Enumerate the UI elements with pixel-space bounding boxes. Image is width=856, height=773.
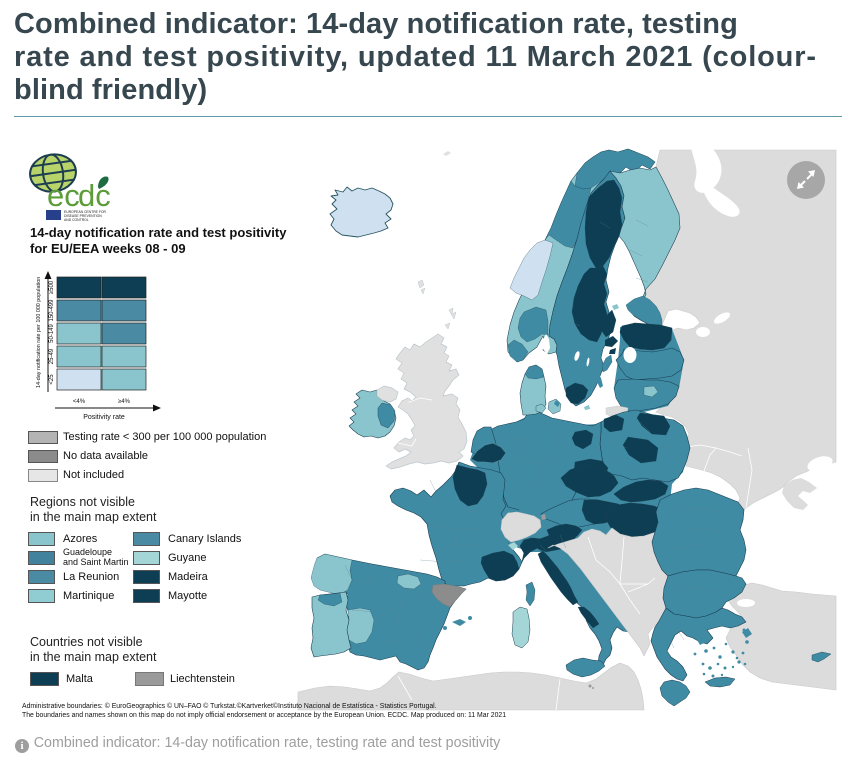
svg-text:14-day notification rate per 1: 14-day notification rate per 100 000 pop… <box>36 277 42 388</box>
svg-text:ec: ec <box>47 178 80 213</box>
svg-text:≥500: ≥500 <box>49 280 55 294</box>
svg-text:DISEASE PREVENTION: DISEASE PREVENTION <box>64 214 102 218</box>
svg-text:150-499: 150-499 <box>49 299 55 322</box>
svg-text:<25: <25 <box>49 374 55 385</box>
svg-text:≥4%: ≥4% <box>118 399 131 405</box>
svg-text:<4%: <4% <box>73 399 86 405</box>
svg-text:AND CONTROL: AND CONTROL <box>64 218 89 222</box>
svg-text:Positivity rate: Positivity rate <box>83 414 125 421</box>
svg-text:25-49: 25-49 <box>49 348 55 364</box>
svg-text:EUROPEAN CENTRE FOR: EUROPEAN CENTRE FOR <box>64 210 107 214</box>
svg-text:50-149: 50-149 <box>49 323 55 342</box>
